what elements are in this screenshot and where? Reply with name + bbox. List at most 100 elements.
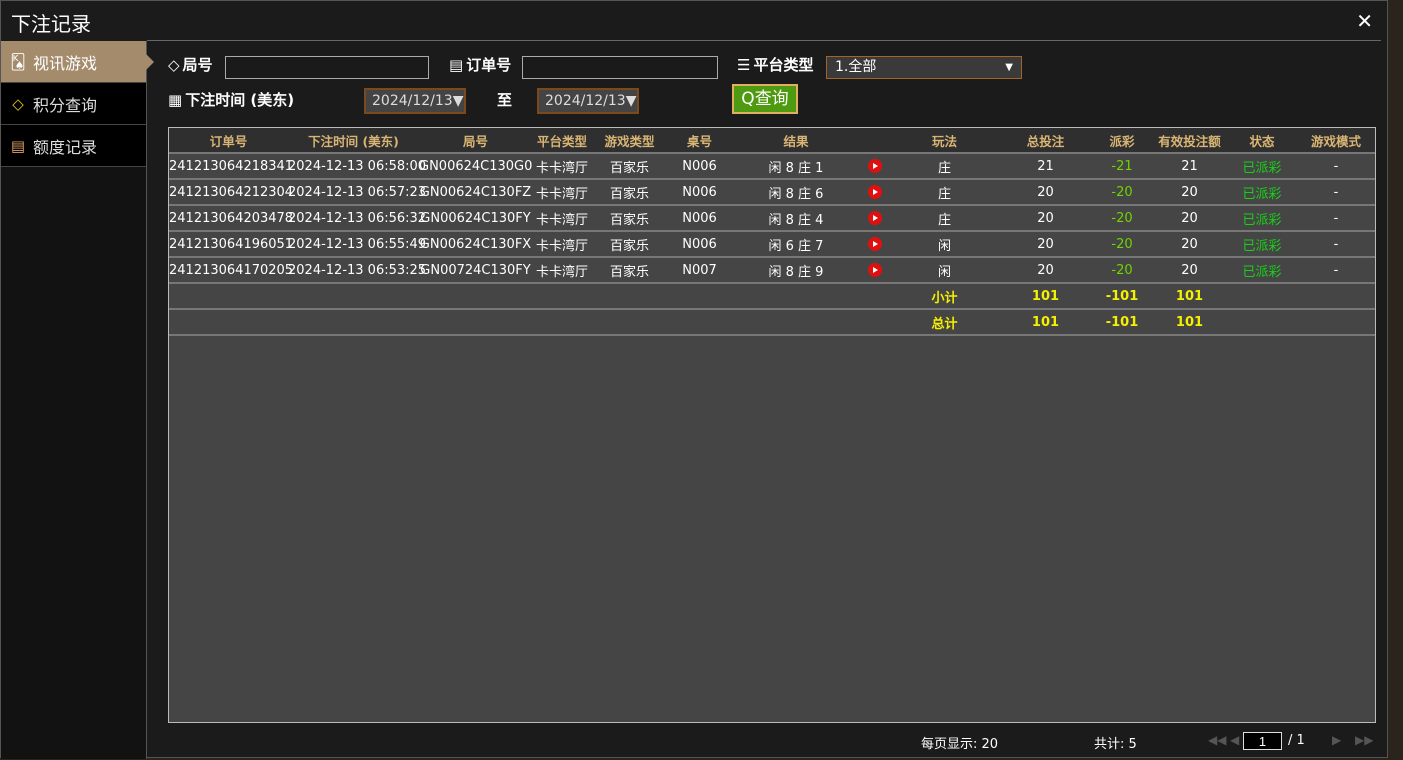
total-payout: -101 (1092, 309, 1152, 336)
empty-cell (169, 309, 288, 336)
subtotal-row: 小计 101 -101 101 (169, 283, 1375, 310)
game-type-cell: 百家乐 (592, 205, 667, 232)
time-label-text: 下注时间 (美东) (185, 91, 295, 109)
bet-time-cell: 2024-12-13 06:58:00 (288, 153, 426, 180)
table-id-cell: N006 (667, 205, 732, 232)
subtotal-valid-bet: 101 (1152, 283, 1227, 310)
table-id-cell: N007 (667, 257, 732, 284)
valid-bet-cell: 20 (1152, 231, 1227, 258)
round-id-cell: GN00724C130FY (419, 257, 532, 284)
records-table: 订单号 下注时间 (美东) 局号 平台类型 游戏类型 桌号 结果 玩法 总投注 派彩 有效投注额 状态… (168, 127, 1376, 723)
replay-cell (860, 153, 890, 180)
game-type-cell: 百家乐 (592, 179, 667, 206)
platform-select[interactable]: 1.全部 ▼ (826, 56, 1022, 79)
empty-cell (592, 309, 667, 336)
status-cell: 已派彩 (1227, 231, 1297, 258)
bet-time-cell: 2024-12-13 06:55:49 (288, 231, 426, 258)
sidebar-item-label: 额度记录 (33, 137, 98, 157)
sidebar: 🂮 视讯游戏 ◇ 积分查询 ▤ 额度记录 (1, 41, 154, 759)
order-input[interactable] (522, 56, 718, 79)
bet-time-cell: 2024-12-13 06:53:25 (288, 257, 426, 284)
platform-select-value: 1.全部 (835, 59, 877, 75)
play-replay-icon[interactable] (868, 263, 882, 277)
round-id-cell: GN00624C130FX (419, 231, 532, 258)
subtotal-label: 小计 (890, 283, 999, 310)
valid-bet-cell: 20 (1152, 205, 1227, 232)
replay-cell (860, 257, 890, 284)
total-label: 总计 (890, 309, 999, 336)
game-type-cell: 百家乐 (592, 231, 667, 258)
payout-cell: -21 (1092, 153, 1152, 180)
round-label-text: 局号 (182, 56, 213, 74)
empty-cell (667, 283, 732, 310)
date-from-picker[interactable]: 2024/12/13▼ (364, 88, 466, 114)
document-icon: ▤ (10, 136, 26, 155)
game-mode-cell: - (1297, 257, 1375, 284)
total-row: 总计 101 -101 101 (169, 309, 1375, 336)
calendar-icon: ▦ (168, 90, 183, 109)
empty-cell (732, 283, 860, 310)
game-type-cell: 百家乐 (592, 153, 667, 180)
query-button[interactable]: Q查询 (732, 84, 798, 114)
play-replay-icon[interactable] (868, 159, 882, 173)
empty-cell (860, 283, 890, 310)
payout-cell: -20 (1092, 205, 1152, 232)
platform-cell: 卡卡湾厅 (532, 231, 592, 258)
date-to-picker[interactable]: 2024/12/13▼ (537, 88, 639, 114)
total-valid-bet: 101 (1152, 309, 1227, 336)
column-header: 有效投注额 (1152, 128, 1227, 154)
date-from-value: 2024/12/13 (372, 93, 453, 109)
search-icon: Q (741, 89, 755, 109)
page-input[interactable] (1243, 732, 1282, 750)
table-row: 241213064218341 2024-12-13 06:58:00 GN0062… (169, 153, 1375, 180)
prev-page-icon[interactable]: ◀ (1230, 733, 1240, 747)
play-replay-icon[interactable] (868, 185, 882, 199)
sidebar-item-live-games[interactable]: 🂮 视讯游戏 (1, 41, 154, 83)
to-label: 至 (497, 91, 513, 109)
empty-cell (288, 309, 419, 336)
platform-cell: 卡卡湾厅 (532, 179, 592, 206)
empty-cell (667, 309, 732, 336)
total-bet-cell: 20 (999, 205, 1092, 232)
empty-cell (1227, 283, 1297, 310)
empty-cell (169, 283, 288, 310)
sidebar-item-credit-records[interactable]: ▤ 额度记录 (1, 125, 146, 167)
game-mode-cell: - (1297, 231, 1375, 258)
clipboard-icon: ▤ (449, 55, 464, 74)
column-header: 结果 (732, 128, 860, 154)
status-cell: 已派彩 (1227, 205, 1297, 232)
tag-icon: ◇ (168, 55, 180, 74)
result-cell: 闲 8 庄 9 (732, 257, 860, 284)
bet-type-cell: 庄 (890, 179, 999, 206)
next-page-icon[interactable]: ▶ (1332, 733, 1342, 747)
empty-cell (288, 283, 419, 310)
table-id-cell: N006 (667, 231, 732, 258)
sidebar-item-label: 视讯游戏 (33, 53, 98, 73)
round-input[interactable] (225, 56, 429, 79)
sidebar-item-points-query[interactable]: ◇ 积分查询 (1, 83, 146, 125)
column-header: 订单号 (169, 128, 288, 154)
subtotal-payout: -101 (1092, 283, 1152, 310)
first-page-icon[interactable]: ◀◀ (1208, 733, 1227, 747)
empty-cell (419, 283, 532, 310)
play-replay-icon[interactable] (868, 211, 882, 225)
valid-bet-cell: 20 (1152, 257, 1227, 284)
platform-label-text: 平台类型 (753, 56, 814, 74)
platform-cell: 卡卡湾厅 (532, 257, 592, 284)
window-title: 下注记录 (11, 12, 91, 36)
result-cell: 闲 6 庄 7 (732, 231, 860, 258)
round-label: ◇ 局号 (168, 54, 213, 75)
column-header (860, 128, 890, 154)
close-icon[interactable]: ✕ (1356, 9, 1373, 33)
replay-cell (860, 205, 890, 232)
playing-cards-icon: 🂮 (10, 52, 26, 71)
time-label: ▦ 下注时间 (美东) (168, 89, 294, 110)
payout-cell: -20 (1092, 257, 1152, 284)
last-page-icon[interactable]: ▶▶ (1355, 733, 1374, 747)
total-total-bet: 101 (999, 309, 1092, 336)
column-header: 游戏类型 (592, 128, 667, 154)
order-id-cell: 241213064203478 (169, 205, 293, 232)
subtotal-total-bet: 101 (999, 283, 1092, 310)
play-replay-icon[interactable] (868, 237, 882, 251)
